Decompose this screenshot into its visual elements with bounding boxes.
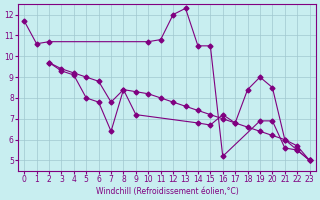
X-axis label: Windchill (Refroidissement éolien,°C): Windchill (Refroidissement éolien,°C) [96, 187, 238, 196]
